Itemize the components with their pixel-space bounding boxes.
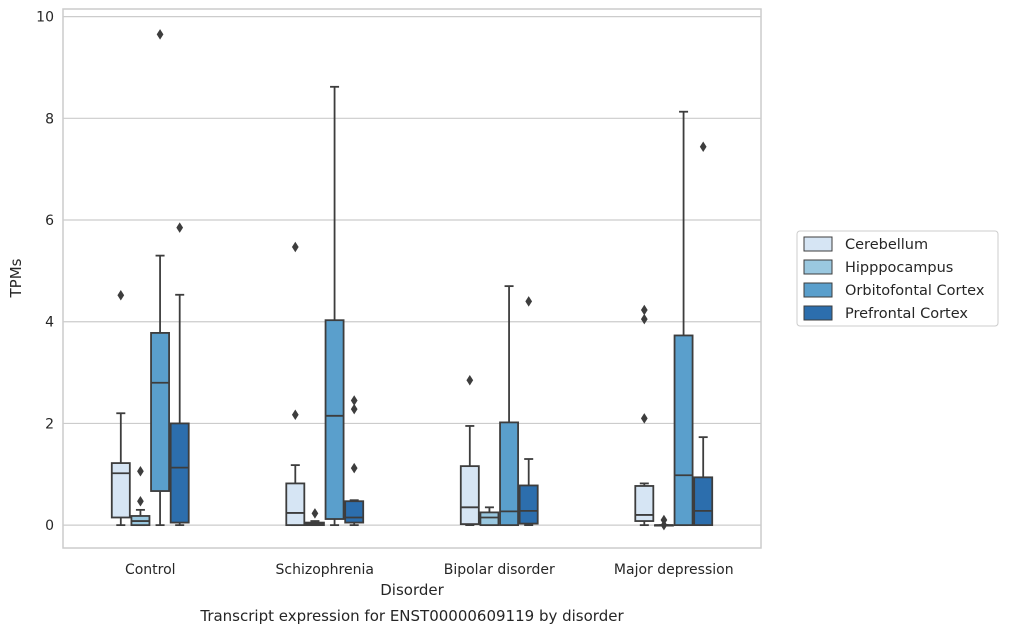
x-tick-label: Control (125, 562, 176, 578)
outlier-point (640, 304, 648, 316)
legend-label: Hipppocampus (845, 260, 953, 276)
box-cerebellum (459, 374, 480, 527)
outlier-point (350, 403, 358, 415)
box-cerebellum (285, 241, 306, 527)
box-orbitofontal-cortex (324, 85, 345, 527)
y-tick-label: 6 (45, 213, 54, 229)
y-tick-label: 8 (45, 111, 54, 127)
box-orbitofontal-cortex (499, 285, 519, 527)
outlier-point (176, 222, 184, 233)
legend-swatch (803, 259, 833, 275)
box-iqr (518, 484, 539, 525)
y-axis-title: TPMs (7, 258, 25, 298)
x-tick-label: Major depression (614, 562, 734, 578)
outlier-point (311, 508, 319, 519)
y-tick-label: 10 (36, 10, 54, 26)
x-axis-title: Disorder (380, 581, 444, 599)
outlier-point (117, 290, 125, 301)
box-iqr (110, 462, 131, 519)
outlier-point (640, 313, 648, 325)
x-tick-label: Schizophrenia (276, 562, 374, 578)
y-tick-label: 4 (45, 315, 54, 331)
box-iqr (324, 319, 345, 520)
outlier-point (137, 495, 144, 507)
outlier-point (137, 465, 144, 477)
box-prefrontal-cortex (693, 141, 714, 527)
legend-swatch (803, 282, 833, 298)
legend-frame (796, 230, 999, 327)
box-iqr (479, 511, 500, 527)
y-tick-labels: 0 2 4 6 8 10 (36, 10, 54, 534)
legend-label: Orbitofontal Cortex (845, 283, 985, 299)
outlier-point (156, 29, 164, 40)
box-hipppocampus (479, 506, 500, 527)
box-cerebellum (110, 290, 131, 527)
box-prefrontal-cortex (344, 395, 365, 527)
box-hipppocampus (654, 514, 674, 531)
outlier-point (640, 413, 648, 424)
box-cerebellum (634, 304, 655, 527)
legend-swatch (803, 236, 833, 252)
outlier-point (350, 395, 358, 406)
legend-swatch (803, 305, 833, 321)
box-iqr (673, 334, 694, 527)
outlier-point (699, 141, 707, 153)
box-iqr (634, 485, 655, 522)
box-iqr (693, 476, 714, 527)
box-orbitofontal-cortex (150, 29, 170, 527)
y-tick-label: 0 (45, 518, 54, 534)
y-tick-label: 2 (45, 416, 54, 432)
outlier-point (291, 241, 299, 253)
chart-title: Transcript expression for ENST0000060911… (199, 607, 624, 625)
outlier-point (291, 409, 299, 421)
legend: Cerebellum Hipppocampus Orbitofontal Corte… (796, 230, 999, 327)
box-hipppocampus (305, 508, 325, 527)
box-iqr (499, 421, 519, 527)
box-iqr (344, 500, 365, 524)
box-prefrontal-cortex (169, 222, 190, 527)
box-iqr (459, 465, 480, 526)
box-hipppocampus (130, 465, 151, 527)
plot-frame (62, 8, 762, 549)
box-iqr (150, 332, 170, 492)
outlier-point (350, 462, 358, 474)
box-prefrontal-cortex (518, 296, 539, 527)
outlier-point (525, 296, 533, 307)
outlier-point (660, 514, 668, 526)
legend-label: Cerebellum (845, 237, 928, 253)
x-tick-labels: Control Schizophrenia Bipolar disorder Majo… (125, 562, 734, 578)
box-iqr (169, 422, 190, 524)
x-tick-label: Bipolar disorder (444, 562, 555, 578)
box-iqr (285, 482, 306, 527)
box-orbitofontal-cortex (673, 110, 694, 527)
legend-label: Prefrontal Cortex (845, 306, 968, 322)
outlier-point (466, 374, 474, 386)
box-series (110, 29, 714, 531)
